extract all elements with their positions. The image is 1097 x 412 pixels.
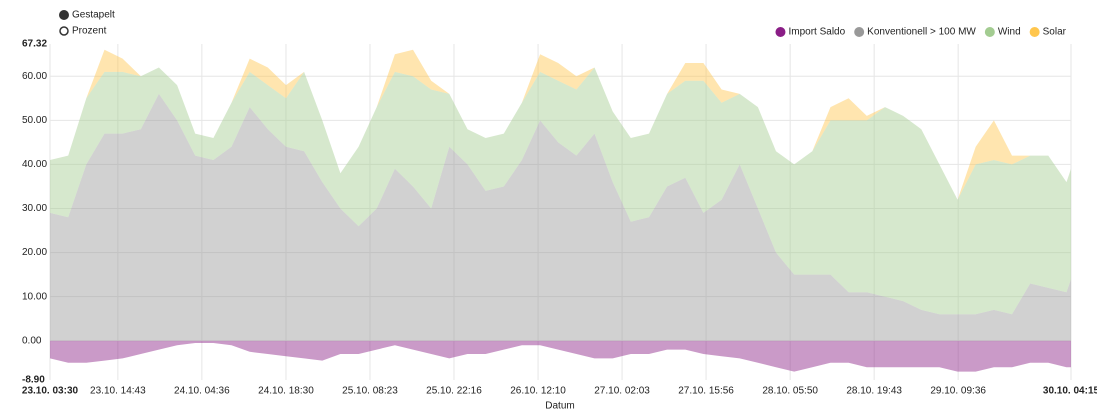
legend-item: Import Saldo (775, 27, 846, 38)
x-tick-label: 23.10. 14:43 (90, 386, 146, 397)
x-tick-label: 30.10. 04:15 (1043, 386, 1097, 397)
y-tick-label: -8.90 (22, 375, 45, 386)
y-tick-label: 30.00 (22, 203, 47, 214)
legend-label: Konventionell > 100 MW (867, 27, 976, 38)
radio-stacked[interactable] (59, 10, 69, 20)
x-tick-label: 29.10. 09:36 (930, 386, 986, 397)
x-tick-label: 23.10. 03:30 (22, 386, 79, 397)
y-tick-label: 40.00 (22, 159, 47, 170)
x-tick-label: 25.10. 08:23 (342, 386, 398, 397)
x-tick-label: 27.10. 02:03 (594, 386, 650, 397)
area (50, 340, 1071, 372)
legend-label: Import Saldo (788, 27, 845, 38)
option-label[interactable]: Prozent (72, 26, 107, 37)
y-tick-label: 67.32 (22, 39, 47, 50)
legend-label: Solar (1043, 27, 1067, 38)
x-tick-label: 26.10. 12:10 (510, 386, 566, 397)
y-tick-label: 0.00 (22, 335, 42, 346)
x-tick-label: 24.10. 04:36 (174, 386, 230, 397)
legend-swatch (854, 27, 865, 37)
x-tick-label: 24.10. 18:30 (258, 386, 314, 397)
legend-label: Wind (998, 27, 1021, 38)
x-tick-label: 25.10. 22:16 (426, 386, 482, 397)
grid (49, 44, 1072, 380)
legend-item: Wind (984, 27, 1021, 38)
area (50, 93, 1071, 341)
area (50, 67, 1071, 315)
x-axis-label: Datum (545, 401, 574, 412)
controls[interactable]: Gestapelt Prozent (59, 10, 116, 37)
legend-swatch (984, 27, 995, 37)
y-tick-label: 60.00 (22, 71, 47, 82)
x-tick-label: 27.10. 15:56 (678, 386, 734, 397)
legend-item: Konventionell > 100 MW (854, 27, 976, 38)
y-tick-label: 20.00 (22, 247, 47, 258)
x-tick-label: 28.10. 05:50 (762, 386, 818, 397)
area (50, 49, 1071, 200)
option-label[interactable]: Gestapelt (72, 10, 115, 21)
y-tick-label: 10.00 (22, 291, 47, 302)
y-tick-label: 50.00 (22, 115, 47, 126)
x-tick-label: 28.10. 19:43 (846, 386, 902, 397)
legend-item: Solar (1029, 27, 1067, 38)
legend: Import Saldo Konventionell > 100 MW Wind So… (775, 27, 1067, 38)
radio-percent[interactable] (59, 26, 69, 36)
legend-swatch (1029, 27, 1040, 37)
legend-swatch (775, 27, 786, 37)
